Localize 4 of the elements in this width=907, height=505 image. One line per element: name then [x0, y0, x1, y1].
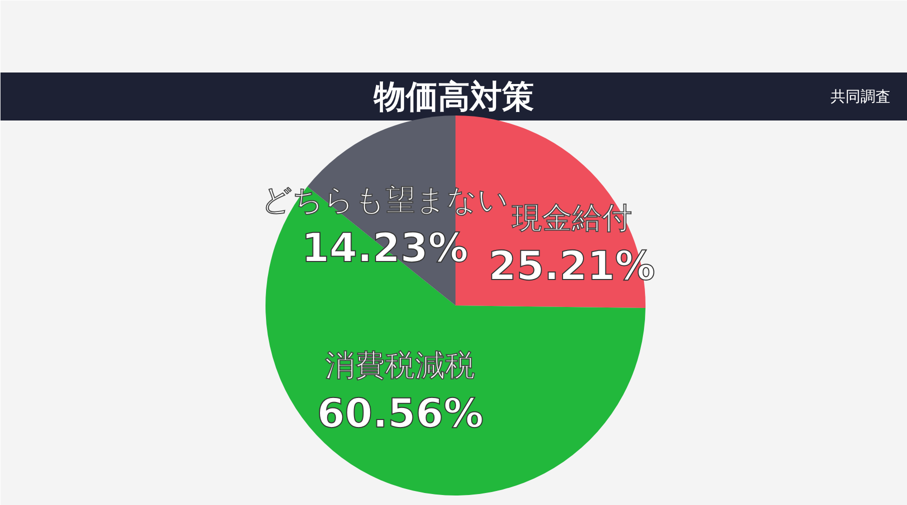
- chart-title: 物価高対策: [373, 78, 534, 116]
- text: 共同調査: [830, 88, 890, 106]
- slice-label: 消費税減税: [325, 348, 476, 384]
- data-label: 60.56%: [316, 391, 484, 438]
